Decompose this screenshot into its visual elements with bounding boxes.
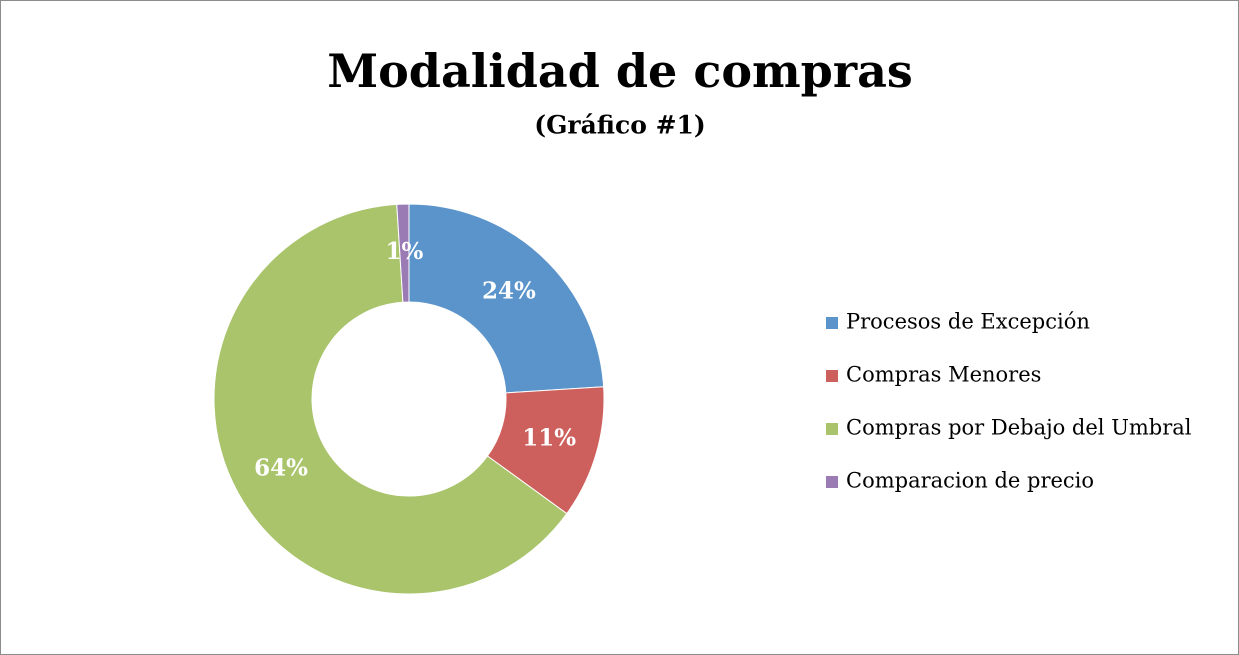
chart-title: Modalidad de compras	[327, 44, 913, 98]
legend-label: Procesos de Excepción	[846, 310, 1090, 334]
donut-slice	[213, 203, 568, 595]
data-label: 11%	[522, 425, 576, 452]
data-label: 1%	[385, 238, 423, 265]
legend-label: Compras Menores	[846, 363, 1041, 387]
chart-subtitle: (Gráfico #1)	[534, 111, 706, 140]
legend-label: Comparacion de precio	[846, 469, 1094, 493]
legend-swatch	[826, 476, 838, 488]
legend-label: Compras por Debajo del Umbral	[846, 416, 1192, 440]
donut-slice	[408, 203, 605, 394]
legend-swatch	[826, 370, 838, 382]
donut-slice	[396, 203, 410, 303]
legend-swatch	[826, 423, 838, 435]
legend-swatch	[826, 317, 838, 329]
data-label: 64%	[254, 454, 308, 481]
data-label: 24%	[482, 278, 536, 305]
